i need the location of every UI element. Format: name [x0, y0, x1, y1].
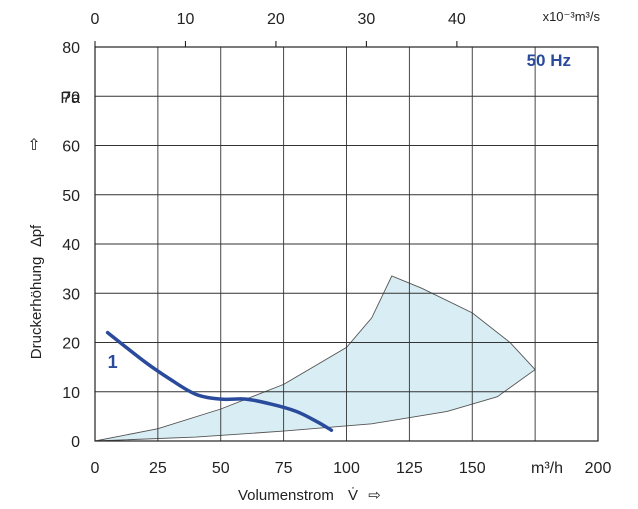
tick-layer: 0 25 50 75 100 125 150 200 0 10 20 30 40 50 60 70 80 0 10 2…: [62, 11, 611, 477]
top-axis-unit: x10⁻³m³/s: [543, 9, 601, 24]
y-axis-label: Druckerhöhung: [28, 257, 45, 360]
y-axis-symbol: ∆pf: [28, 224, 45, 247]
top-axis-tick-label: 40: [448, 11, 466, 28]
x-axis-symbol: V̇: [348, 487, 358, 504]
y-tick-label: 50: [62, 188, 80, 205]
top-axis-tick-label: 10: [177, 11, 195, 28]
y-tick-label: 80: [62, 40, 80, 57]
x-tick-label: 75: [275, 460, 293, 477]
grid-layer: [94, 41, 599, 442]
x-tick-label: 0: [91, 460, 100, 477]
top-axis-tick-label: 20: [267, 11, 285, 28]
x-tick-label: 200: [585, 460, 612, 477]
x-tick-label: 125: [396, 460, 423, 477]
series-label-1: 1: [108, 352, 118, 372]
x-tick-label: 100: [333, 460, 360, 477]
frequency-label: 50 Hz: [527, 51, 571, 70]
y-tick-label: 30: [62, 286, 80, 303]
top-axis-tick-label: 0: [91, 11, 100, 28]
x-tick-label: 150: [459, 460, 486, 477]
svg-text:Druckerhöhung ∆pf: Druckerhöhung ∆pf: [28, 224, 45, 359]
x-axis-arrow: ⇨: [368, 487, 381, 504]
y-axis-arrow: ⇧: [27, 137, 40, 154]
y-tick-label: 60: [62, 139, 80, 156]
series-layer: 1: [105, 330, 334, 432]
y-tick-label: 0: [71, 434, 80, 451]
x-axis-title: Volumenstrom V̇ ⇨: [238, 487, 381, 504]
svg-text:Volumenstrom V̇ ⇨: Volumenstrom V̇ ⇨: [238, 487, 381, 504]
top-axis-tick-label: 30: [358, 11, 376, 28]
x-unit-label: m³/h: [531, 460, 563, 477]
series-line-1: [105, 330, 334, 432]
x-tick-label: 25: [149, 460, 167, 477]
x-tick-label: 50: [212, 460, 230, 477]
y-tick-label: 40: [62, 237, 80, 254]
y-tick-label: 10: [62, 385, 80, 402]
x-axis-label: Volumenstrom: [238, 487, 334, 504]
y-unit-label: Pa: [60, 90, 80, 107]
plot-frame: [94, 46, 599, 442]
y-tick-label: 20: [62, 336, 80, 353]
y-tick-label: 70: [62, 89, 80, 106]
y-axis-title: Druckerhöhung ∆pf: [28, 224, 45, 359]
